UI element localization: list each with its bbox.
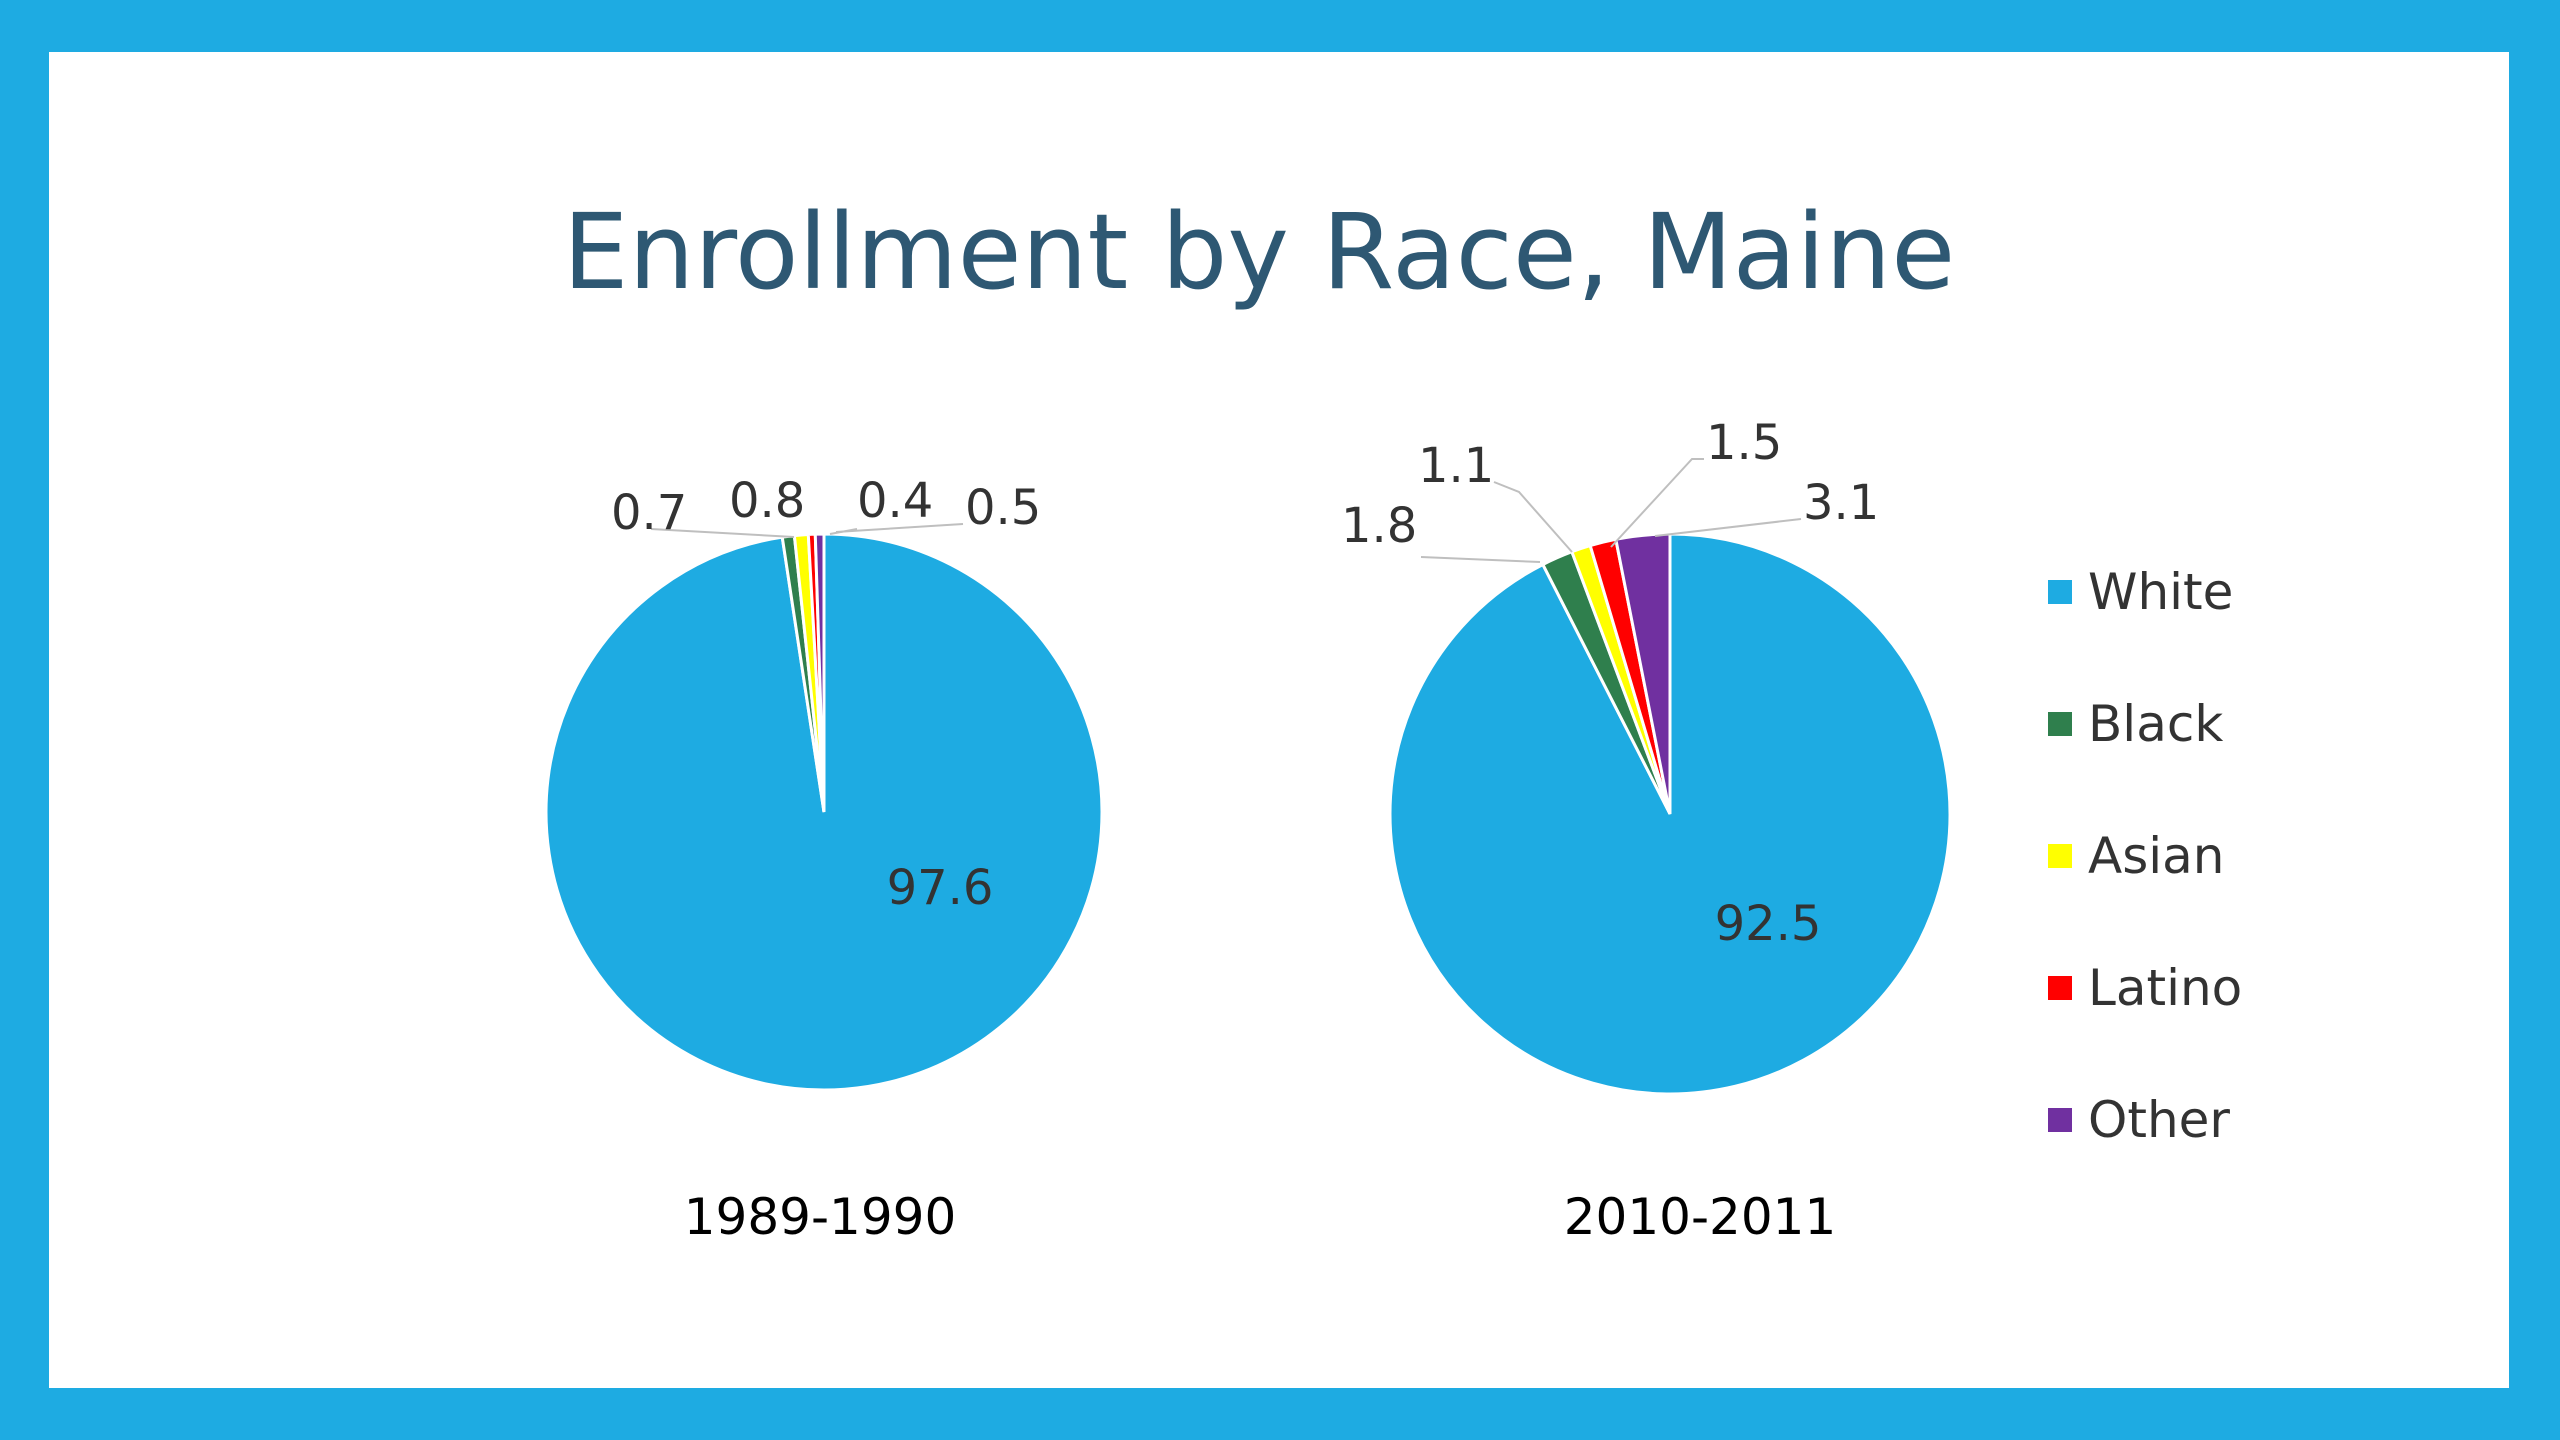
data-label-latino: 1.5 xyxy=(1706,415,1782,471)
data-label-black: 0.7 xyxy=(611,485,687,541)
slide-title: Enrollment by Race, Maine xyxy=(563,191,1955,313)
data-label-asian: 1.1 xyxy=(1418,438,1494,494)
legend-swatch-latino xyxy=(2048,976,2072,1000)
leader-line-asian xyxy=(1493,481,1573,553)
leader-line-latino xyxy=(1610,458,1704,548)
pie-caption-2010-2011: 2010-2011 xyxy=(1564,1188,1837,1246)
legend-swatch-asian xyxy=(2048,844,2072,868)
leader-line-other xyxy=(1654,518,1802,537)
slide: Enrollment by Race, Maine 97.6 0.7 0.8 0.4 0… xyxy=(49,52,2509,1388)
legend-swatch-white xyxy=(2048,580,2072,604)
legend-label-latino: Latino xyxy=(2088,959,2242,1017)
pie-caption-1989-1990: 1989-1990 xyxy=(684,1188,957,1246)
legend-label-black: Black xyxy=(2088,695,2223,753)
data-label-latino: 0.4 xyxy=(857,473,933,529)
data-label-white: 92.5 xyxy=(1715,896,1822,952)
data-label-white: 97.6 xyxy=(887,860,994,916)
pie-slice-other xyxy=(813,532,826,813)
leader-line-black xyxy=(1420,556,1541,563)
legend-swatch-other xyxy=(2048,1108,2072,1132)
leader-line-other xyxy=(835,523,964,533)
pie-chart-1989-1990: 97.6 0.7 0.8 0.4 0.5 xyxy=(544,473,1104,1092)
legend-label-asian: Asian xyxy=(2088,827,2224,885)
leader-line-black xyxy=(650,528,795,538)
data-label-other: 3.1 xyxy=(1803,475,1879,531)
data-label-other: 0.5 xyxy=(965,480,1041,536)
legend-swatch-black xyxy=(2048,712,2072,736)
data-label-black: 1.8 xyxy=(1341,498,1417,554)
legend-label-other: Other xyxy=(2088,1091,2230,1149)
pie-chart-2010-2011: 92.5 1.81.1 1.5 3.1 xyxy=(1341,415,1952,1096)
chart-canvas: Enrollment by Race, Maine 97.6 0.7 0.8 0.4 0… xyxy=(544,191,2242,1246)
legend: White Black Asian Latino Other xyxy=(2048,563,2242,1149)
legend-label-white: White xyxy=(2088,563,2233,621)
data-label-asian: 0.8 xyxy=(729,473,805,529)
